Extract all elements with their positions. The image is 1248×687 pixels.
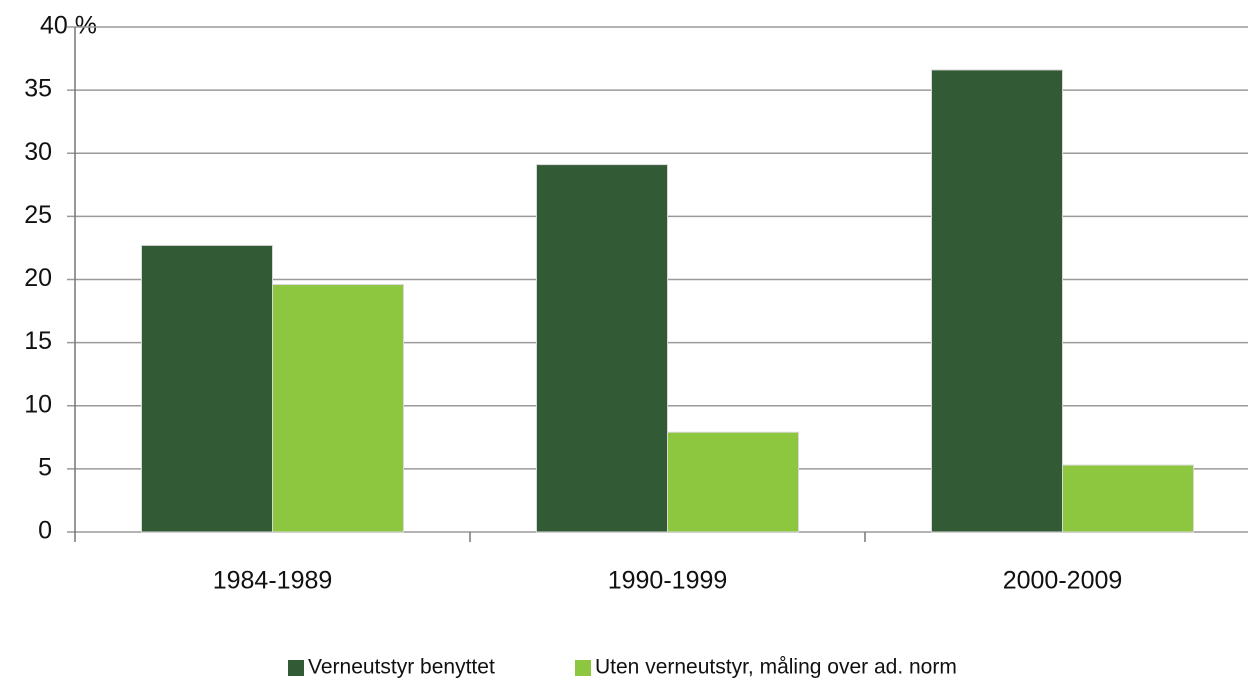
bar xyxy=(272,284,404,533)
y-tick-label: 0 xyxy=(38,517,52,545)
y-tick-label: 40 % xyxy=(40,12,97,40)
y-tick-label: 35 xyxy=(24,75,52,103)
y-tick-label: 25 xyxy=(24,201,52,229)
x-tick-label: 2000-2009 xyxy=(1003,567,1123,595)
y-tick-label: 15 xyxy=(24,327,52,355)
y-tick-label: 5 xyxy=(38,453,52,481)
bar xyxy=(667,431,799,533)
bar xyxy=(536,164,668,533)
bar xyxy=(931,69,1063,533)
bar xyxy=(1062,464,1194,533)
legend-swatch xyxy=(575,660,591,676)
y-tick-label: 30 xyxy=(24,138,52,166)
legend-swatch xyxy=(288,660,304,676)
y-tick-label: 10 xyxy=(24,390,52,418)
bar xyxy=(141,244,273,533)
y-tick-label: 20 xyxy=(24,264,52,292)
x-tick-label: 1984-1989 xyxy=(213,567,333,595)
legend-label: Verneutstyr benyttet xyxy=(308,656,495,679)
legend-label: Uten verneutstyr, måling over ad. norm xyxy=(595,656,957,679)
x-tick-label: 1990-1999 xyxy=(608,567,728,595)
